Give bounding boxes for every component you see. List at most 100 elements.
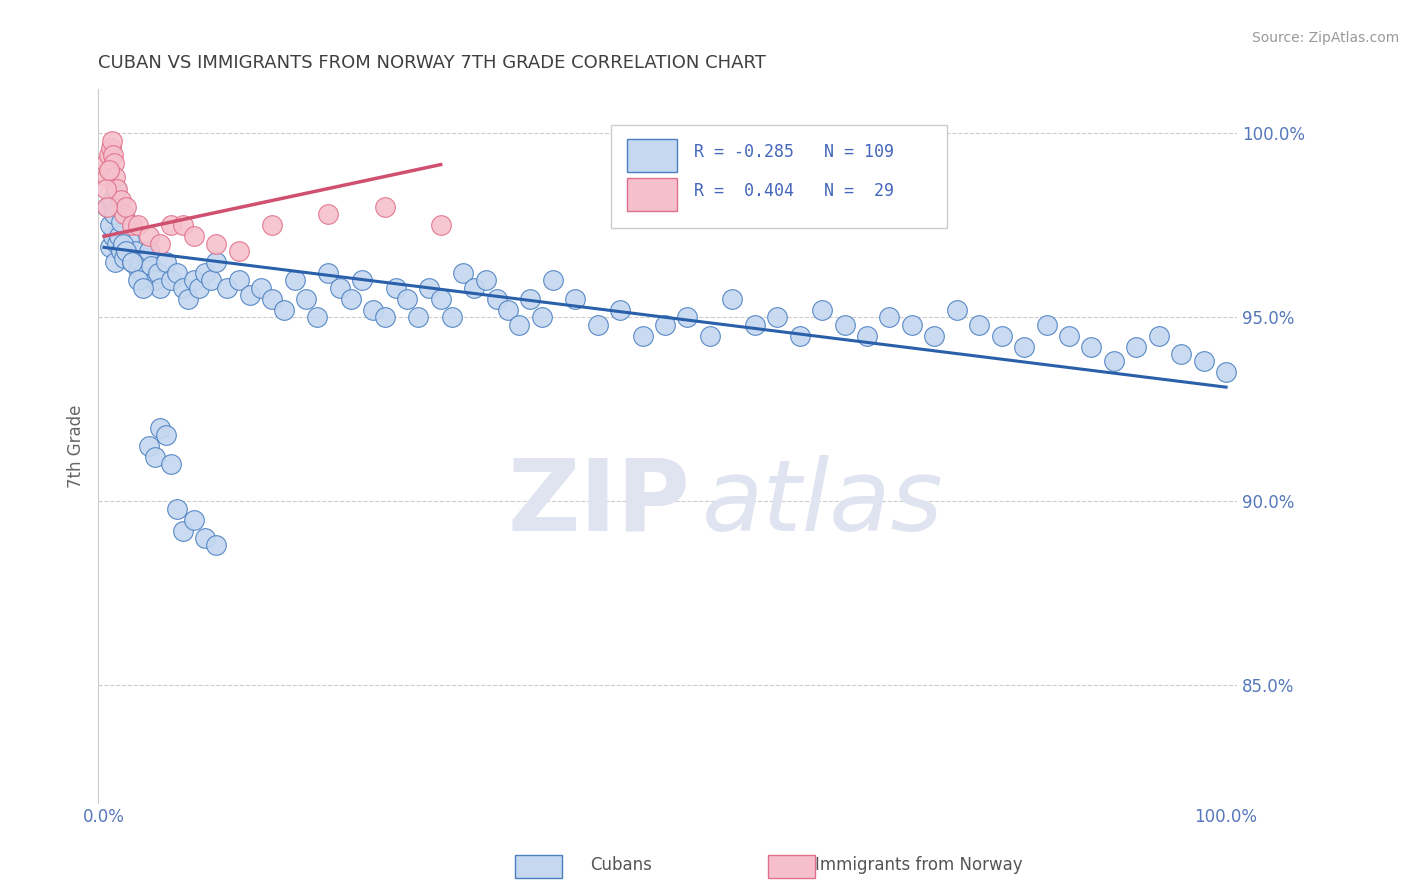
Point bbox=[766, 310, 789, 325]
Point bbox=[418, 281, 440, 295]
Point bbox=[811, 302, 834, 317]
Point bbox=[172, 281, 194, 295]
Text: R =  0.404   N =  29: R = 0.404 N = 29 bbox=[695, 182, 894, 200]
Point bbox=[879, 310, 901, 325]
Point bbox=[98, 240, 121, 254]
Point bbox=[166, 266, 188, 280]
Point bbox=[97, 163, 120, 178]
Text: atlas: atlas bbox=[702, 455, 943, 551]
Point bbox=[104, 170, 127, 185]
Point bbox=[124, 244, 146, 258]
Point bbox=[530, 310, 553, 325]
Point bbox=[373, 200, 395, 214]
Point bbox=[676, 310, 699, 325]
Point bbox=[107, 229, 129, 244]
Point bbox=[149, 420, 172, 434]
Point bbox=[115, 219, 138, 233]
Point bbox=[101, 148, 124, 162]
Point bbox=[183, 229, 205, 244]
Point bbox=[172, 524, 194, 538]
FancyBboxPatch shape bbox=[627, 178, 676, 211]
Point bbox=[188, 281, 211, 295]
Point bbox=[143, 450, 166, 464]
Point bbox=[132, 281, 155, 295]
Point bbox=[110, 193, 132, 207]
Point bbox=[110, 214, 132, 228]
Point bbox=[101, 134, 124, 148]
Point bbox=[112, 236, 135, 251]
Point bbox=[138, 439, 160, 453]
Point bbox=[172, 219, 194, 233]
Point bbox=[149, 281, 172, 295]
Point bbox=[262, 219, 284, 233]
Point bbox=[110, 244, 132, 258]
Point bbox=[228, 273, 250, 287]
Point bbox=[586, 318, 609, 332]
Point bbox=[744, 318, 766, 332]
Point bbox=[205, 255, 228, 269]
Point bbox=[856, 328, 879, 343]
Point bbox=[508, 318, 530, 332]
FancyBboxPatch shape bbox=[515, 855, 562, 878]
Point bbox=[945, 302, 967, 317]
Point bbox=[1147, 328, 1170, 343]
Point bbox=[1057, 328, 1080, 343]
Point bbox=[200, 273, 222, 287]
Point bbox=[1080, 340, 1102, 354]
Point bbox=[183, 273, 205, 287]
Point bbox=[96, 155, 118, 169]
Point bbox=[194, 266, 217, 280]
FancyBboxPatch shape bbox=[768, 855, 815, 878]
Point bbox=[127, 262, 149, 277]
Point bbox=[115, 244, 138, 258]
Point bbox=[228, 244, 250, 258]
Point bbox=[138, 229, 160, 244]
Point bbox=[1215, 366, 1237, 380]
Point bbox=[250, 281, 273, 295]
Point bbox=[352, 273, 374, 287]
Point bbox=[1125, 340, 1147, 354]
Point bbox=[1035, 318, 1057, 332]
Point bbox=[699, 328, 721, 343]
Point bbox=[205, 538, 228, 552]
Point bbox=[112, 207, 135, 221]
Point bbox=[132, 266, 155, 280]
Point bbox=[96, 200, 118, 214]
FancyBboxPatch shape bbox=[627, 139, 676, 172]
Point bbox=[104, 255, 127, 269]
Point bbox=[451, 266, 474, 280]
Point bbox=[135, 252, 157, 266]
Point bbox=[129, 255, 152, 269]
Point bbox=[373, 310, 395, 325]
Text: R = -0.285   N = 109: R = -0.285 N = 109 bbox=[695, 143, 894, 161]
Point bbox=[97, 148, 120, 162]
Text: Cubans: Cubans bbox=[591, 856, 652, 874]
Point bbox=[121, 255, 143, 269]
Point bbox=[262, 292, 284, 306]
Point bbox=[924, 328, 946, 343]
Point bbox=[721, 292, 744, 306]
Point bbox=[98, 219, 121, 233]
Point bbox=[112, 252, 135, 266]
Point bbox=[340, 292, 363, 306]
Point bbox=[329, 281, 352, 295]
Point bbox=[115, 200, 138, 214]
Point bbox=[284, 273, 307, 287]
Point bbox=[406, 310, 429, 325]
Point bbox=[96, 200, 118, 214]
Point bbox=[519, 292, 541, 306]
Text: Source: ZipAtlas.com: Source: ZipAtlas.com bbox=[1251, 31, 1399, 45]
Point bbox=[564, 292, 586, 306]
Point bbox=[166, 501, 188, 516]
Point bbox=[205, 236, 228, 251]
Point bbox=[834, 318, 856, 332]
Point bbox=[440, 310, 463, 325]
Point bbox=[654, 318, 676, 332]
Point bbox=[121, 219, 143, 233]
Point bbox=[1192, 354, 1215, 368]
Point bbox=[384, 281, 406, 295]
Point bbox=[96, 181, 118, 195]
Point bbox=[96, 170, 118, 185]
Point bbox=[318, 207, 340, 221]
Point bbox=[429, 219, 451, 233]
